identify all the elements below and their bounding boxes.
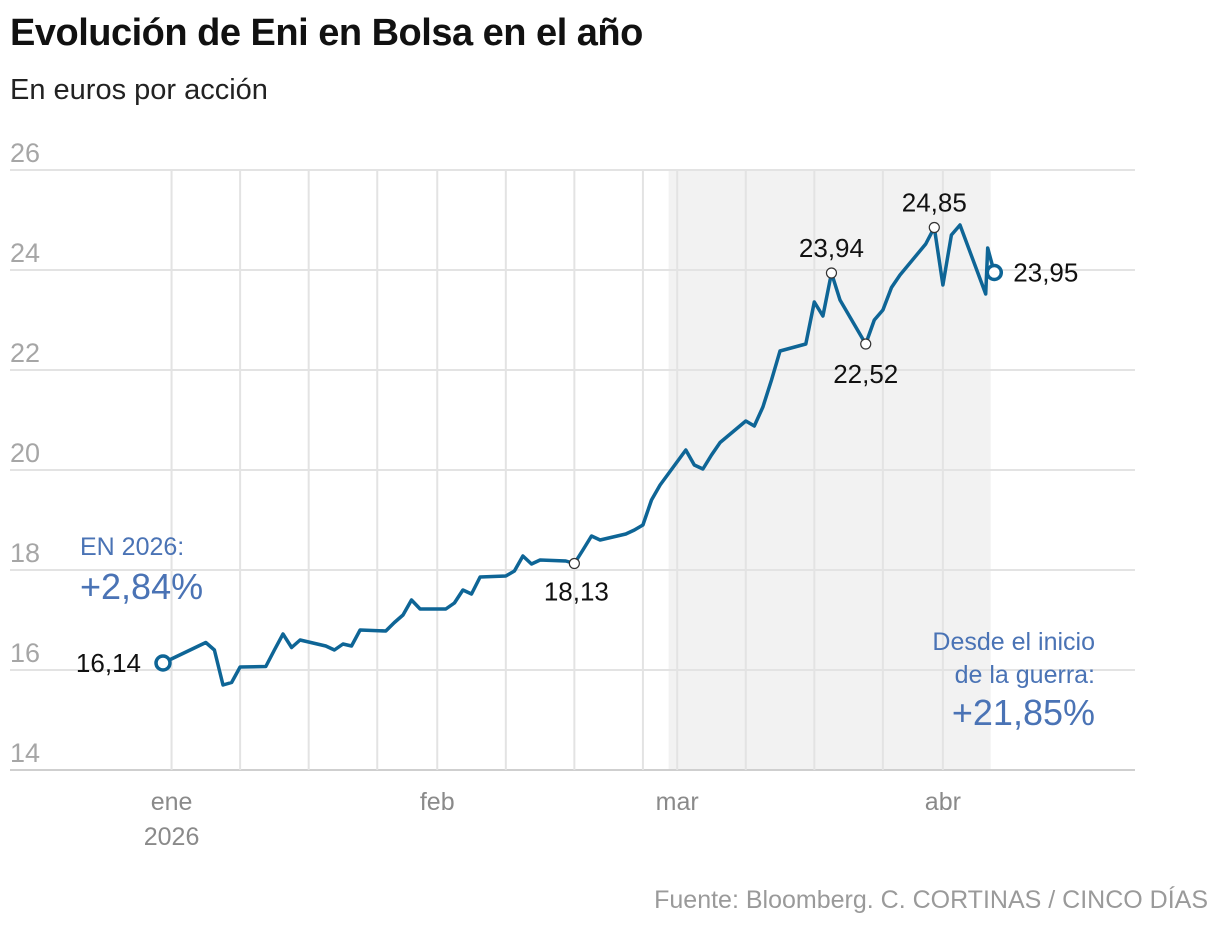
data-label: 24,85: [902, 188, 967, 218]
data-label: 23,94: [799, 233, 864, 263]
data-label: 18,13: [544, 577, 609, 607]
callouts: EN 2026: +2,84% Desde el inicio de la guerr…: [80, 533, 1095, 733]
y-tick-label: 26: [10, 138, 40, 168]
point-marker: [825, 267, 838, 279]
grid-lines: [10, 169, 1135, 771]
y-tick-label: 20: [10, 438, 40, 468]
x-tick-label: mar: [656, 788, 699, 816]
price-line: [162, 223, 996, 687]
data-label: 22,52: [833, 359, 898, 389]
y-axis-ticks: 14 16 18 20 22 24 26: [10, 138, 40, 768]
x-tick-label: ene: [151, 788, 193, 816]
point-marker: [928, 221, 940, 234]
point-marker: [860, 338, 872, 350]
x-axis-ticks: ene 2026 feb mar abr: [144, 788, 961, 851]
point-marker: [568, 557, 580, 570]
source-note: Fuente: Bloomberg. C. CORTINAS / CINCO D…: [654, 886, 1208, 914]
chart-subtitle: En euros por acción: [10, 74, 268, 106]
y-tick-label: 22: [10, 338, 40, 368]
callout-year-label: EN 2026:: [80, 533, 184, 561]
annotation-markers: 16,14 18,13 23,94 22,52 24,85 23,95: [76, 188, 1078, 679]
chart-title: Evolución de Eni en Bolsa en el año: [10, 12, 643, 54]
y-tick-label: 24: [10, 238, 40, 268]
stock-line-chart: 14 16 18 20 22 24 26 ene 2026 feb mar abr 16,14 18,…: [10, 138, 1135, 851]
y-tick-label: 14: [10, 738, 40, 768]
x-tick-sublabel: 2026: [144, 823, 200, 851]
data-label: 16,14: [76, 648, 141, 678]
y-tick-label: 18: [10, 538, 40, 568]
callout-year-value: +2,84%: [80, 566, 203, 607]
callout-war-label: Desde el inicio: [932, 628, 1095, 656]
x-tick-label: abr: [925, 788, 961, 816]
x-tick-label: feb: [420, 788, 455, 816]
start-point-marker: [154, 654, 172, 672]
end-point-marker: [985, 263, 1004, 282]
callout-war-value: +21,85%: [952, 692, 1095, 733]
y-tick-label: 16: [10, 638, 40, 668]
data-label-last: 23,95: [1013, 258, 1078, 288]
callout-war-label: de la guerra:: [955, 661, 1095, 689]
